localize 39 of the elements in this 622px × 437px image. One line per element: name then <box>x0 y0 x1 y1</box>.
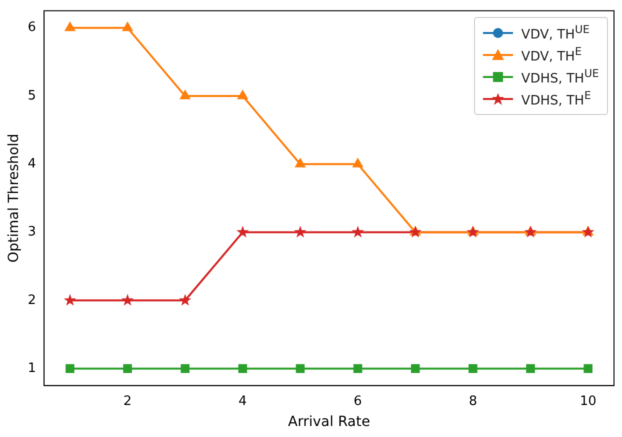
y-tick-label: 1 <box>28 360 36 376</box>
point <box>352 158 364 168</box>
y-tick-label: 5 <box>28 88 36 104</box>
legend-label: VDHS, TH$^{UE}$ <box>521 67 599 86</box>
x-tick-label: 2 <box>123 394 132 409</box>
x-tick-label: 8 <box>468 394 478 409</box>
point <box>180 90 190 100</box>
point <box>238 364 248 373</box>
point <box>178 294 192 306</box>
point <box>121 294 134 306</box>
point <box>352 226 364 238</box>
point <box>237 90 248 100</box>
point <box>526 364 535 373</box>
point <box>122 22 133 32</box>
point <box>468 364 478 373</box>
x-tick-label: 4 <box>238 394 247 409</box>
x-tick-label: 10 <box>580 394 596 409</box>
y-tick-label: 6 <box>28 20 36 36</box>
point <box>64 22 76 32</box>
point <box>296 364 305 373</box>
point <box>294 226 306 238</box>
point <box>123 364 132 373</box>
point <box>236 226 249 238</box>
point <box>353 364 362 373</box>
x-axis-title: Arrival Rate <box>288 414 370 430</box>
point <box>66 364 74 373</box>
y-tick-label: 4 <box>28 156 36 172</box>
legend-label: VDHS, TH$^{E}$ <box>521 89 592 108</box>
legend-label: VDV, TH$^{UE}$ <box>521 23 590 42</box>
legend-label: VDV, TH$^{E}$ <box>521 45 582 64</box>
y-tick-label: 2 <box>28 292 36 308</box>
point <box>584 364 592 373</box>
point <box>411 364 420 373</box>
point <box>180 364 190 373</box>
y-tick-label: 3 <box>28 224 36 240</box>
y-axis-title: Optimal Threshold <box>6 134 22 263</box>
x-tick-label: 6 <box>354 394 362 409</box>
point <box>64 294 76 306</box>
point <box>294 158 306 168</box>
